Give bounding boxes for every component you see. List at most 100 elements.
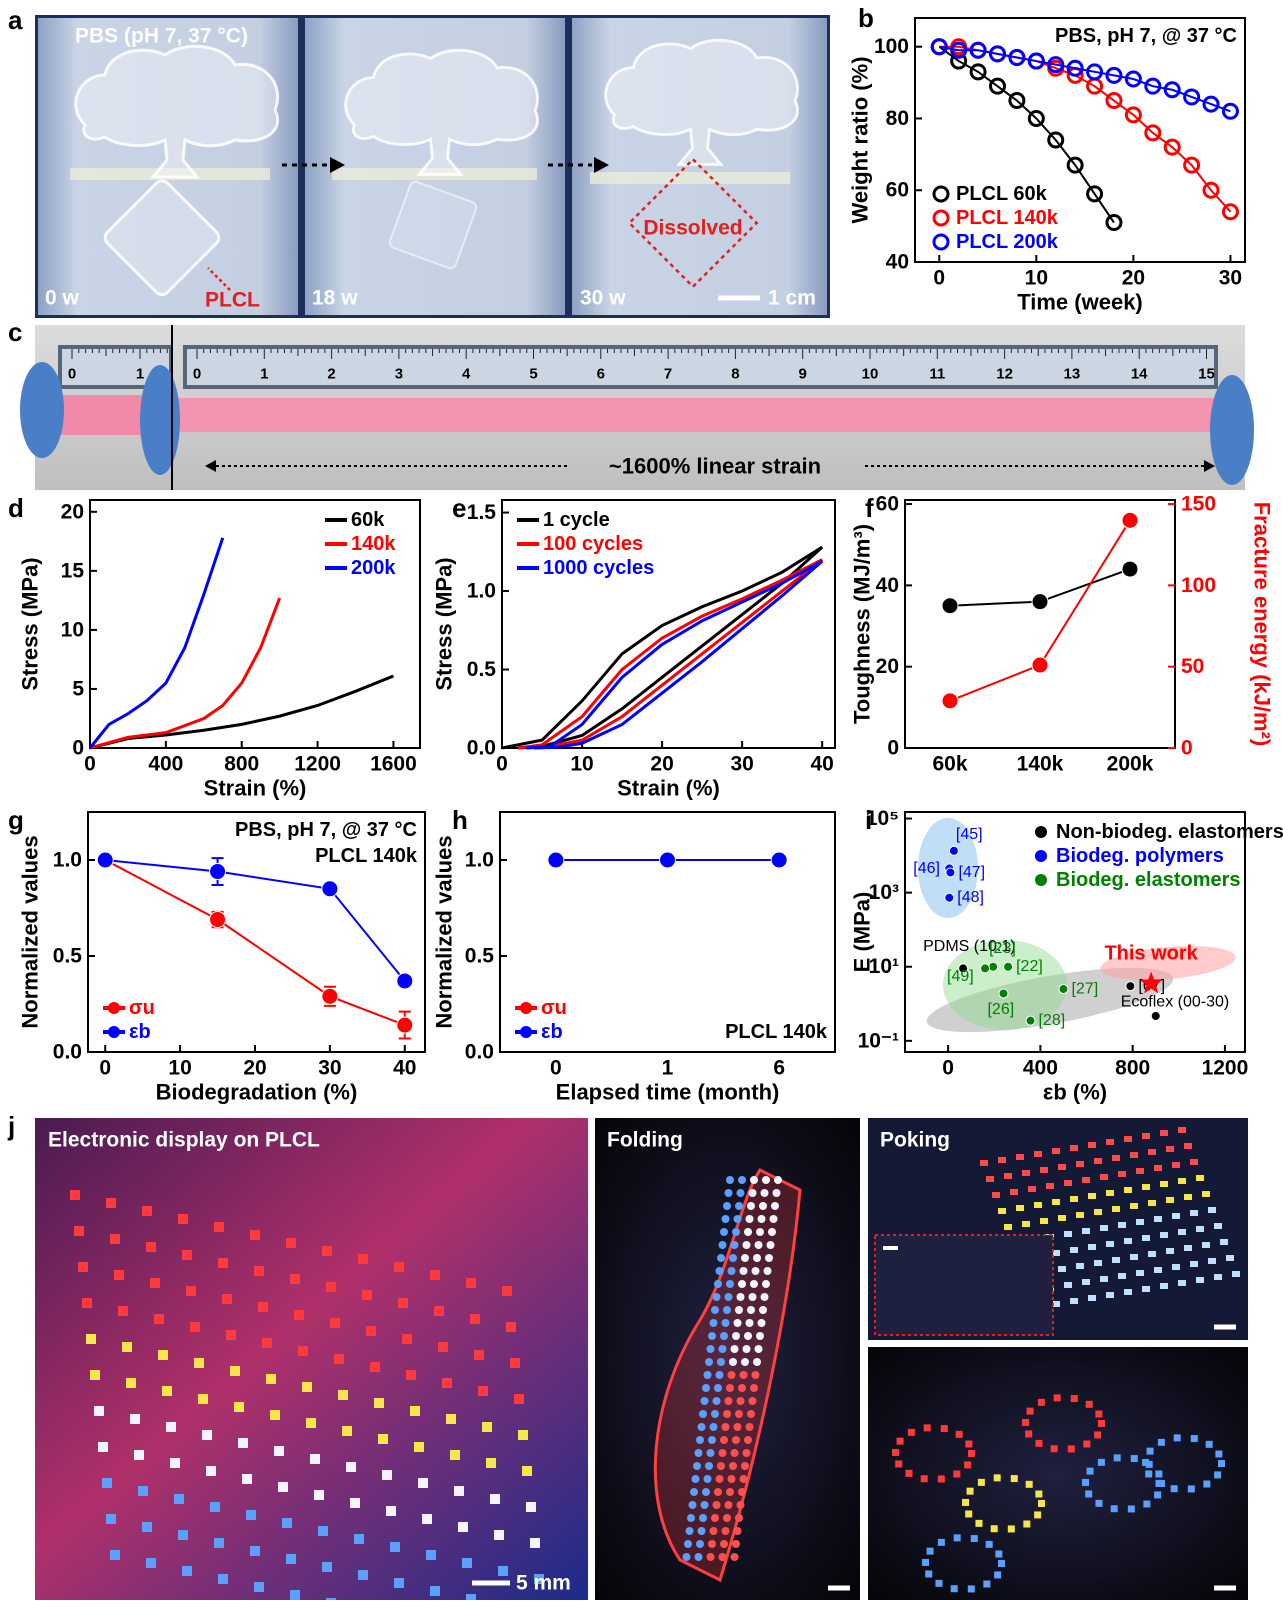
legend-label: 1000 cycles xyxy=(543,557,654,579)
led xyxy=(756,1332,764,1340)
led xyxy=(1136,1168,1144,1174)
led xyxy=(374,1398,384,1408)
led xyxy=(750,1280,758,1288)
legend-label: 60k xyxy=(351,509,385,531)
led xyxy=(744,1332,752,1340)
y-axis-label: Normalized values xyxy=(18,835,43,1028)
led xyxy=(530,1538,540,1548)
led xyxy=(695,1553,703,1561)
led xyxy=(747,1410,755,1418)
led xyxy=(1070,1247,1078,1253)
led xyxy=(734,1319,742,1327)
led xyxy=(938,1539,945,1546)
legend-label: σu xyxy=(541,997,567,1019)
led xyxy=(728,1371,736,1379)
y-tick-label: 10⁻¹ xyxy=(858,1029,899,1052)
y-axis-label: Normalized values xyxy=(432,835,457,1028)
led xyxy=(1190,1210,1198,1216)
led xyxy=(734,1527,742,1535)
led xyxy=(714,1280,722,1288)
led xyxy=(306,1418,316,1428)
led xyxy=(740,1475,748,1483)
led xyxy=(965,1510,972,1517)
data-point xyxy=(1151,1011,1160,1020)
led xyxy=(370,1362,380,1372)
led xyxy=(474,1350,484,1360)
led xyxy=(771,1202,779,1210)
panel-letter: d xyxy=(8,493,24,523)
data-point xyxy=(989,962,998,971)
ruler-number: 6 xyxy=(597,366,605,383)
led xyxy=(770,1215,778,1223)
led xyxy=(690,1488,698,1496)
led xyxy=(114,1270,124,1280)
led xyxy=(90,1370,100,1380)
led xyxy=(166,1422,176,1432)
led xyxy=(1087,1468,1094,1475)
led xyxy=(708,1332,716,1340)
led xyxy=(1068,1445,1075,1452)
led xyxy=(995,1550,1002,1557)
led xyxy=(1064,1180,1072,1186)
led xyxy=(282,1518,292,1528)
led xyxy=(722,1319,730,1327)
led xyxy=(735,1514,743,1522)
x-tick-label: 1600 xyxy=(370,753,417,776)
led xyxy=(334,1354,344,1364)
y-tick-label: 100 xyxy=(874,35,909,58)
led xyxy=(696,1540,704,1548)
led xyxy=(414,1442,424,1452)
led xyxy=(1022,1221,1030,1227)
photo-caption: Electronic display on PLCL xyxy=(48,1129,320,1152)
led xyxy=(294,1310,304,1320)
led xyxy=(895,1460,902,1467)
led xyxy=(711,1514,719,1522)
y-tick-label: 0.5 xyxy=(53,945,83,968)
led xyxy=(991,1525,998,1532)
led xyxy=(466,1278,476,1288)
led xyxy=(1143,1501,1150,1508)
led xyxy=(1094,1209,1102,1215)
led xyxy=(741,1254,749,1262)
ruler-number: 2 xyxy=(327,366,335,383)
led xyxy=(1178,1229,1186,1235)
led xyxy=(980,1160,988,1166)
led xyxy=(686,1527,694,1535)
led xyxy=(1148,1149,1156,1155)
led xyxy=(755,1345,763,1353)
led xyxy=(753,1254,761,1262)
led xyxy=(110,1234,120,1244)
led xyxy=(82,1298,92,1308)
led xyxy=(1188,1485,1195,1492)
led xyxy=(478,1386,488,1396)
y-axis-label: Toughness (MJ/m³) xyxy=(850,524,875,724)
inset xyxy=(875,1235,1053,1335)
led xyxy=(350,1498,360,1508)
led xyxy=(1118,1273,1126,1279)
led xyxy=(142,1206,152,1216)
led xyxy=(1154,1491,1161,1498)
led xyxy=(102,1478,112,1488)
legend-label: 200k xyxy=(351,557,396,579)
led xyxy=(744,1228,752,1236)
led xyxy=(687,1514,695,1522)
led xyxy=(935,1580,942,1587)
led xyxy=(326,1282,336,1292)
led xyxy=(1046,1183,1054,1189)
led xyxy=(1160,1130,1168,1136)
led xyxy=(1130,1152,1138,1158)
x-tick-label: 0 xyxy=(496,753,508,776)
led xyxy=(746,1215,754,1223)
y-tick-label: 0 xyxy=(72,737,84,760)
y-tick-label: 1.0 xyxy=(53,849,82,872)
led xyxy=(696,1436,704,1444)
led xyxy=(716,1475,724,1483)
led xyxy=(382,1470,392,1480)
panel-a: a PBS (pH 7, 37 °C) 0 w 18 w 30 w PLCL D… xyxy=(8,5,830,318)
x-tick-label: 10 xyxy=(1025,267,1048,290)
data-point xyxy=(97,852,113,868)
panel-letter: e xyxy=(452,493,466,523)
led xyxy=(246,1510,256,1520)
y-tick-label: 0.0 xyxy=(465,1041,494,1064)
time-label: 30 w xyxy=(580,287,626,310)
